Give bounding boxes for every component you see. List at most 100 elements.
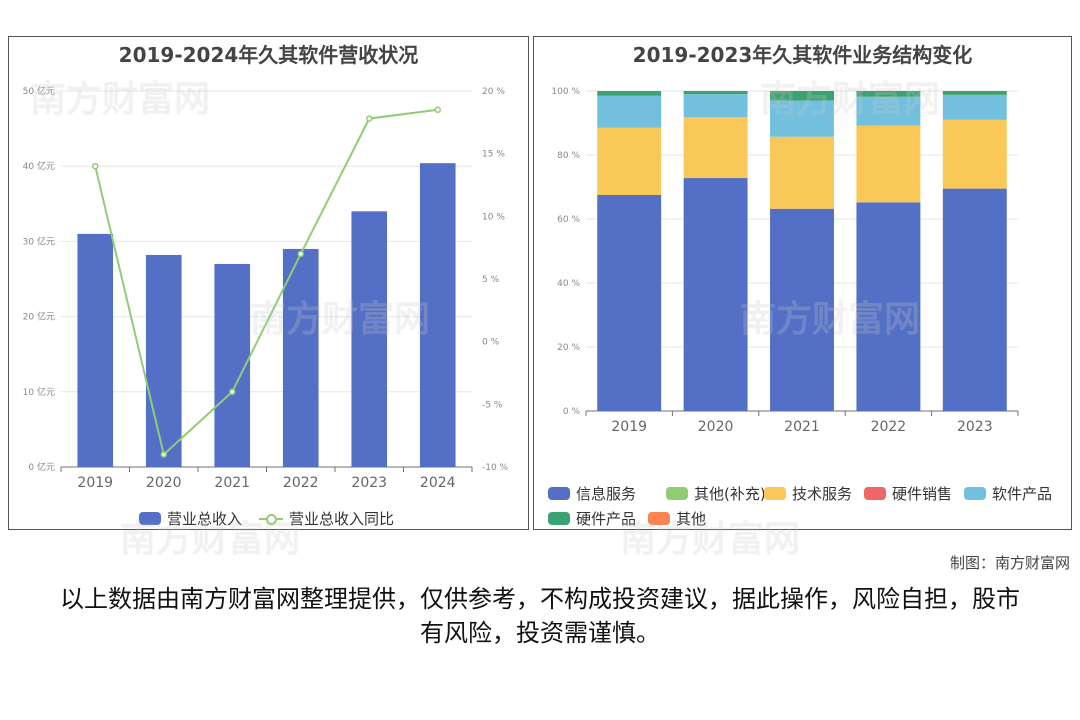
legend-item[interactable]: 技术服务 [764, 483, 852, 504]
legend-swatch [548, 487, 570, 500]
legend-label: 硬件销售 [892, 485, 953, 503]
legend-item[interactable]: 软件产品 [964, 483, 1052, 504]
bar-segment [942, 91, 1007, 95]
structure-chart-panel: 2019-2023年久其软件业务结构变化 0 % 20 % 40 % 60 % 80 %… [533, 36, 1072, 530]
bar-revenue [351, 211, 388, 467]
x-tick-label: 2021 [214, 475, 250, 491]
bar-segment [683, 117, 748, 179]
y-tick-label: 0 % [563, 407, 581, 417]
legend-label: 硬件产品 [576, 510, 637, 528]
y-left-tick-label: 20 亿元 [23, 311, 55, 323]
legend-swatch [864, 487, 886, 500]
x-tick-label: 2020 [698, 419, 734, 435]
y-tick-label: 60 % [557, 215, 580, 225]
legend-swatch [964, 487, 986, 500]
revenue-chart-title: 2019-2024年久其软件营收状况 [118, 43, 419, 67]
bar-segment [770, 100, 834, 137]
legend-label: 软件产品 [992, 485, 1053, 503]
y-right-tick-label: -5 % [482, 400, 503, 410]
y-right-tick-label: 10 % [482, 212, 505, 222]
legend-item[interactable]: 其他 [648, 508, 706, 529]
y-right-tick-label: 0 % [482, 338, 500, 348]
x-tick-label: 2023 [957, 419, 993, 435]
revenue-chart-legend: 营业总收入 营业总收入同比 [9, 37, 530, 531]
point-revenue-yoy [434, 106, 441, 114]
bar-segment [856, 91, 921, 97]
y-left-tick-label: 50 亿元 [23, 85, 55, 97]
y-tick-label: 40 % [557, 279, 580, 289]
bar-segment [597, 95, 662, 128]
y-right-tick-label: 5 % [482, 275, 500, 285]
legend-item[interactable]: 其他(补充) [666, 483, 766, 504]
legend-swatch [548, 512, 570, 525]
structure-chart-legend: 信息服务 其他(补充) 技术服务 硬件销售 软件产品硬件产品 其他 [534, 37, 1073, 531]
legend-label: 其他 [676, 510, 707, 528]
legend-label: 其他(补充) [694, 485, 766, 503]
bar-segment [856, 202, 921, 411]
x-tick-label: 2022 [871, 419, 907, 435]
legend-swatch [648, 512, 670, 525]
y-right-tick-label: 15 % [482, 150, 505, 160]
x-tick-label: 2022 [283, 475, 319, 491]
x-tick-label: 2020 [146, 475, 182, 491]
line-revenue-yoy [94, 108, 438, 457]
bar-segment [770, 136, 834, 209]
bar-segment [856, 96, 921, 126]
legend-swatch-revenue [139, 512, 161, 525]
bar-segment [770, 91, 834, 101]
disclaimer-text: 以上数据由南方财富网整理提供，仅供参考，不构成投资建议，据此操作，风险自担，股市… [60, 585, 1020, 647]
bar-revenue [77, 233, 114, 467]
y-tick-label: 100 % [551, 87, 580, 97]
y-tick-label: 20 % [557, 343, 580, 353]
bar-segment [597, 91, 662, 96]
bar-segment [942, 188, 1007, 411]
legend-item[interactable]: 信息服务 [548, 483, 636, 504]
revenue-chart: 0 亿元 10 亿元 20 亿元 30 亿元 40 亿元 50 亿元 -10 % -5 % 0 … [23, 85, 509, 491]
legend-swatch-revenue-yoy [259, 512, 283, 525]
x-tick-label: 2019 [611, 419, 647, 435]
legend-item-revenue-yoy[interactable]: 营业总收入同比 [259, 508, 394, 529]
y-left-tick-label: 0 亿元 [28, 461, 55, 473]
y-right-tick-label: 20 % [482, 87, 505, 97]
x-tick-label: 2021 [784, 419, 820, 435]
bar-segment [683, 178, 748, 411]
legend-item[interactable]: 硬件产品 [548, 508, 636, 529]
bar-revenue [145, 254, 182, 467]
y-left-tick-label: 30 亿元 [23, 235, 55, 247]
bar-segment [683, 91, 748, 95]
bar-segment [683, 94, 748, 118]
point-revenue-yoy [92, 162, 99, 170]
bar-segment [856, 125, 921, 203]
bar-segment [597, 127, 662, 195]
point-revenue-yoy [366, 115, 373, 122]
y-left-tick-label: 10 亿元 [23, 386, 55, 398]
legend-swatch [764, 487, 786, 500]
x-tick-label: 2023 [351, 475, 387, 491]
bar-segment [942, 94, 1007, 120]
bar-segment [770, 208, 834, 411]
point-revenue-yoy [229, 388, 236, 396]
bar-revenue [214, 263, 251, 467]
legend-label-revenue-yoy: 营业总收入同比 [289, 510, 395, 528]
legend-label: 信息服务 [576, 485, 637, 503]
x-tick-label: 2019 [77, 475, 113, 491]
chart-credit: 制图：南方财富网 [949, 554, 1070, 572]
y-tick-label: 80 % [557, 151, 580, 161]
legend-swatch [666, 487, 688, 500]
revenue-chart-panel: 2019-2024年久其软件营收状况 0 亿元 10 亿元 20 亿元 30 亿元 40… [8, 36, 529, 530]
legend-item[interactable]: 硬件销售 [864, 483, 952, 504]
bar-revenue [282, 248, 319, 467]
y-right-tick-label: -10 % [482, 463, 509, 473]
legend-label-revenue: 营业总收入 [167, 510, 243, 528]
bar-revenue [419, 163, 456, 467]
bar-segment [597, 195, 662, 411]
legend-item-revenue[interactable]: 营业总收入 [139, 508, 242, 529]
x-tick-label: 2024 [420, 475, 456, 491]
structure-chart: 0 % 20 % 40 % 60 % 80 % 100 % 2019 2020 2021 2022… [551, 87, 1019, 435]
point-revenue-yoy [160, 451, 167, 458]
legend-label: 技术服务 [792, 485, 853, 503]
structure-chart-title: 2019-2023年久其软件业务结构变化 [632, 43, 973, 67]
point-revenue-yoy [297, 250, 304, 258]
bar-segment [942, 119, 1007, 189]
y-left-tick-label: 40 亿元 [23, 160, 55, 172]
